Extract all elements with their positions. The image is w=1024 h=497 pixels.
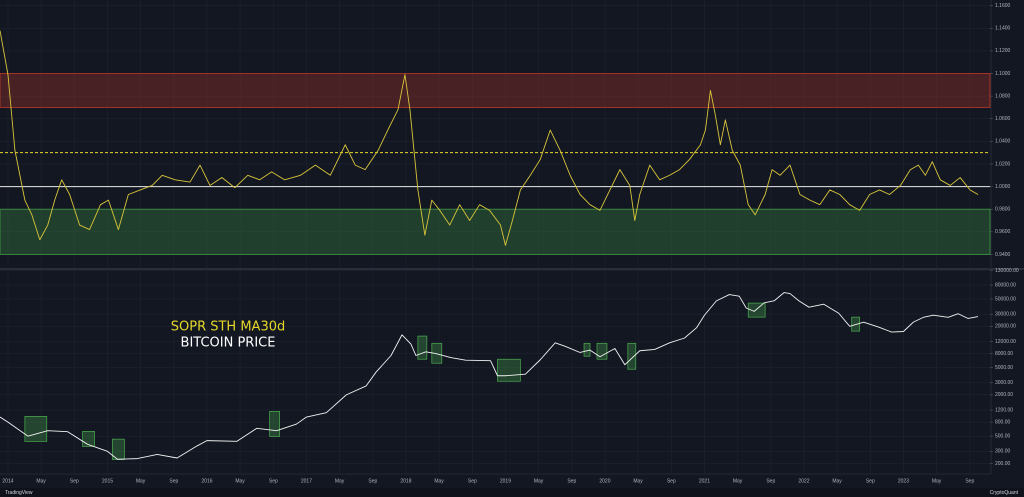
x-tick-label: 2020 xyxy=(599,478,610,484)
x-tick-label: 2018 xyxy=(400,478,411,484)
band xyxy=(0,73,991,108)
highlight-zone xyxy=(269,410,280,437)
y-tick-label: 1.0800 xyxy=(995,93,1011,99)
x-tick-label: May xyxy=(534,478,544,484)
x-tick-label: 2019 xyxy=(500,478,511,484)
series-line xyxy=(0,292,979,460)
y-tick-label: 1.0600 xyxy=(995,116,1011,122)
y-tick-label: 1.1400 xyxy=(995,26,1011,32)
y-tick-label: 50000.00 xyxy=(995,296,1016,302)
y-tick-label: 3000.00 xyxy=(995,380,1013,386)
highlight-zone xyxy=(497,358,521,382)
highlight-zone xyxy=(82,431,95,447)
y-tick-label: 0.9800 xyxy=(995,207,1011,213)
y-tick-label: 130000.00 xyxy=(995,268,1019,274)
y-tick-label: 8000.00 xyxy=(995,351,1013,357)
x-tick-label: May xyxy=(434,478,444,484)
y-tick-label: 1.0000 xyxy=(995,184,1011,190)
x-tick-label: Sep xyxy=(169,478,178,484)
x-tick-label: May xyxy=(733,478,743,484)
x-tick-label: May xyxy=(36,478,46,484)
highlight-zone xyxy=(747,302,766,318)
x-tick-label: Sep xyxy=(667,478,676,484)
footer-left: TradingView xyxy=(5,490,33,496)
x-tick-label: 2014 xyxy=(2,478,13,484)
y-tick-label: 300.00 xyxy=(995,449,1011,455)
footer-right: CryptoQuant xyxy=(990,490,1019,496)
y-tick-label: 20000.00 xyxy=(995,324,1016,330)
highlight-zone xyxy=(417,335,428,360)
highlight-zone xyxy=(627,342,637,370)
highlight-zone xyxy=(24,415,48,442)
x-tick-label: 2015 xyxy=(102,478,113,484)
x-tick-label: May xyxy=(136,478,146,484)
y-tick-label: 1.1000 xyxy=(995,71,1011,77)
y-tick-label: 500.00 xyxy=(995,433,1011,439)
y-tick-label: 0.9600 xyxy=(995,229,1011,235)
x-tick-label: May xyxy=(235,478,245,484)
x-tick-label: May xyxy=(932,478,942,484)
y-tick-label: 1.1200 xyxy=(995,48,1011,54)
x-tick-label: Sep xyxy=(866,478,875,484)
y-tick-label: 30000.00 xyxy=(995,312,1016,318)
highlight-zone xyxy=(583,342,591,357)
annotation: SOPR STH MA30d xyxy=(171,320,286,335)
highlight-zone xyxy=(596,342,608,360)
x-tick-label: May xyxy=(633,478,643,484)
x-tick-label: Sep xyxy=(368,478,377,484)
y-tick-label: 1.0400 xyxy=(995,139,1011,145)
x-tick-label: 2022 xyxy=(798,478,809,484)
x-tick-label: Sep xyxy=(766,478,775,484)
x-tick-label: Sep xyxy=(468,478,477,484)
y-tick-label: 2000.00 xyxy=(995,392,1013,398)
x-tick-label: Sep xyxy=(965,478,974,484)
x-tick-label: 2017 xyxy=(301,478,312,484)
y-tick-label: 1200.00 xyxy=(995,407,1013,413)
y-tick-label: 200.00 xyxy=(995,461,1011,467)
y-tick-label: 12000.00 xyxy=(995,339,1016,345)
x-tick-label: Sep xyxy=(567,478,576,484)
x-tick-label: Sep xyxy=(269,478,278,484)
x-tick-label: 2023 xyxy=(898,478,909,484)
series-line xyxy=(0,30,979,246)
y-tick-label: 80000.00 xyxy=(995,282,1016,288)
y-tick-label: 1.1600 xyxy=(995,3,1011,9)
y-tick-label: 5000.00 xyxy=(995,365,1013,371)
y-tick-label: 1.0200 xyxy=(995,161,1011,167)
x-tick-label: 2016 xyxy=(201,478,212,484)
footer-bar xyxy=(0,488,1024,497)
x-tick-label: 2021 xyxy=(699,478,710,484)
y-tick-label: 0.9400 xyxy=(995,252,1011,258)
x-tick-label: Sep xyxy=(70,478,79,484)
annotation: BITCOIN PRICE xyxy=(181,336,276,351)
y-tick-label: 800.00 xyxy=(995,419,1011,425)
x-tick-label: May xyxy=(832,478,842,484)
band xyxy=(0,208,991,255)
x-tick-label: May xyxy=(335,478,345,484)
